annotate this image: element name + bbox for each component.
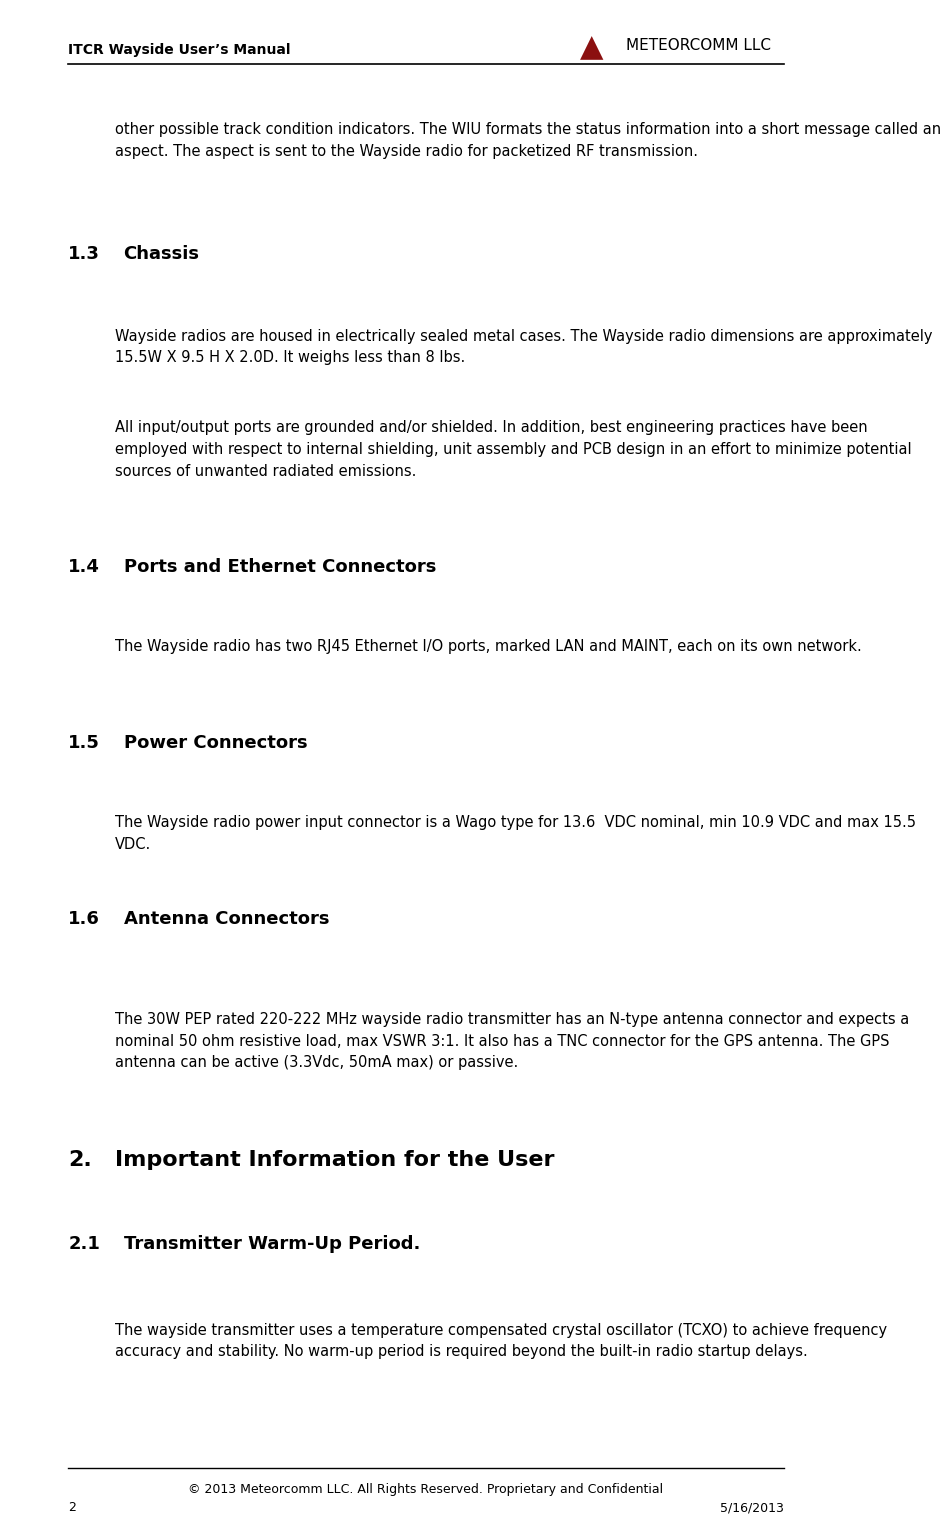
Text: 1.3: 1.3 [68, 245, 100, 263]
Text: The Wayside radio has two RJ45 Ethernet I/O ports, marked LAN and MAINT, each on: The Wayside radio has two RJ45 Ethernet … [115, 639, 862, 654]
Text: ▲: ▲ [580, 34, 603, 63]
Text: Important Information for the User: Important Information for the User [115, 1150, 554, 1170]
Text: 1.5: 1.5 [68, 734, 100, 752]
Text: 1.4: 1.4 [68, 558, 100, 576]
Text: other possible track condition indicators. The WIU formats the status informatio: other possible track condition indicator… [115, 122, 941, 159]
Text: The wayside transmitter uses a temperature compensated crystal oscillator (TCXO): The wayside transmitter uses a temperatu… [115, 1323, 887, 1359]
Text: 5/16/2013: 5/16/2013 [720, 1501, 784, 1515]
Text: 1.6: 1.6 [68, 910, 100, 928]
Text: The Wayside radio power input connector is a Wago type for 13.6  VDC nominal, mi: The Wayside radio power input connector … [115, 815, 916, 852]
Text: Ports and Ethernet Connectors: Ports and Ethernet Connectors [124, 558, 436, 576]
Text: The 30W PEP rated 220-222 MHz wayside radio transmitter has an N-type antenna co: The 30W PEP rated 220-222 MHz wayside ra… [115, 1012, 909, 1070]
Text: 2.: 2. [68, 1150, 92, 1170]
Text: ITCR Wayside User’s Manual: ITCR Wayside User’s Manual [68, 43, 291, 57]
Text: Power Connectors: Power Connectors [124, 734, 307, 752]
Text: Transmitter Warm-Up Period.: Transmitter Warm-Up Period. [124, 1235, 420, 1254]
Text: All input/output ports are grounded and/or shielded. In addition, best engineeri: All input/output ports are grounded and/… [115, 420, 912, 479]
Text: 2: 2 [68, 1501, 76, 1515]
Text: Wayside radios are housed in electrically sealed metal cases. The Wayside radio : Wayside radios are housed in electricall… [115, 329, 933, 365]
Text: © 2013 Meteorcomm LLC. All Rights Reserved. Proprietary and Confidential: © 2013 Meteorcomm LLC. All Rights Reserv… [189, 1483, 664, 1497]
Text: Chassis: Chassis [124, 245, 199, 263]
Text: Antenna Connectors: Antenna Connectors [124, 910, 329, 928]
Text: 2.1: 2.1 [68, 1235, 100, 1254]
Text: METEORCOMM LLC: METEORCOMM LLC [626, 38, 771, 54]
